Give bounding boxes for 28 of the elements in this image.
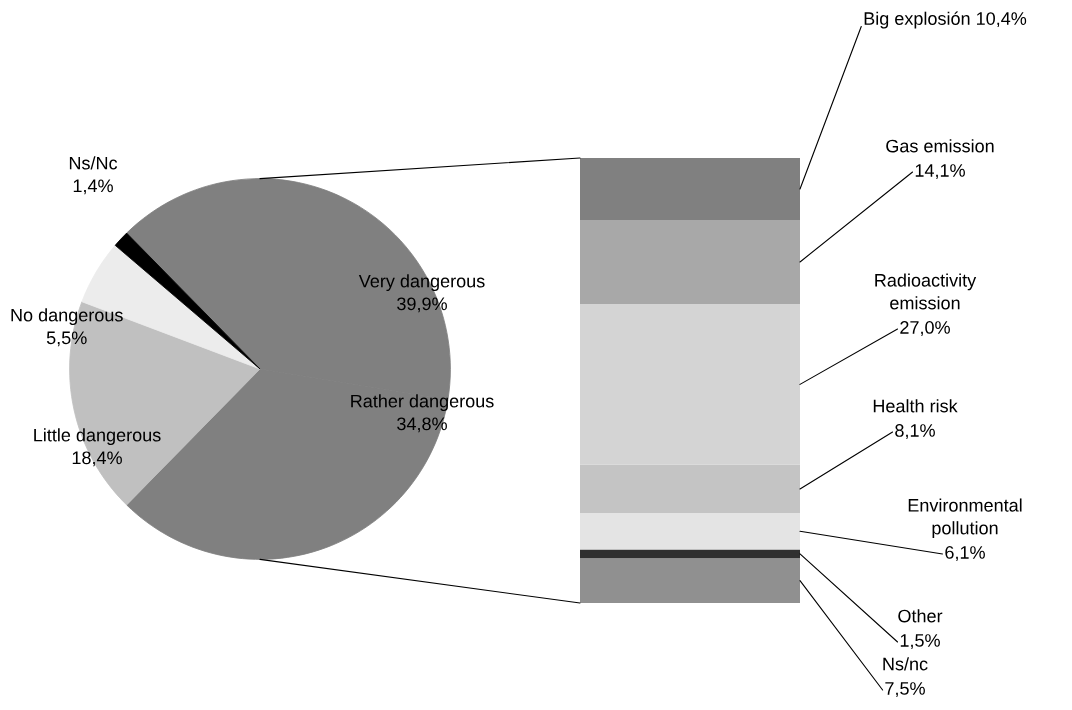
data-label: 27,0% — [900, 321, 950, 336]
data-label: 8,1% — [895, 424, 935, 439]
bar — [580, 158, 800, 220]
bar — [580, 303, 800, 465]
text: Health risk — [873, 399, 958, 413]
data-label: 1,5% — [900, 634, 940, 649]
text: Radioactivity emission — [875, 273, 977, 310]
bar — [580, 549, 800, 559]
text: Gas emission — [886, 139, 994, 153]
slice-label: Little dangerous — [34, 428, 161, 446]
slice-label: No dangerous — [11, 308, 123, 326]
data-label: 7,5% — [885, 682, 925, 697]
slice-label: Ns/Nc — [69, 156, 118, 170]
data-label: 1,4% — [73, 179, 113, 195]
slice-label: Very dangerous — [358, 274, 485, 292]
text: Ns/nc — [883, 657, 928, 671]
bar — [580, 219, 800, 304]
text: Environmental pollution — [908, 498, 1022, 538]
data-label: 5,5% — [46, 331, 87, 347]
data-label: 14,1% — [915, 164, 965, 179]
bar — [580, 558, 800, 603]
data-label: 6,1% — [945, 546, 985, 561]
bar — [580, 513, 800, 550]
text: Big explosión 10,4% — [864, 11, 1027, 29]
data-label: 18,4% — [72, 451, 122, 467]
slice-label: Rather dangerous — [351, 394, 494, 412]
text: Other — [898, 609, 943, 623]
bar — [580, 464, 800, 514]
